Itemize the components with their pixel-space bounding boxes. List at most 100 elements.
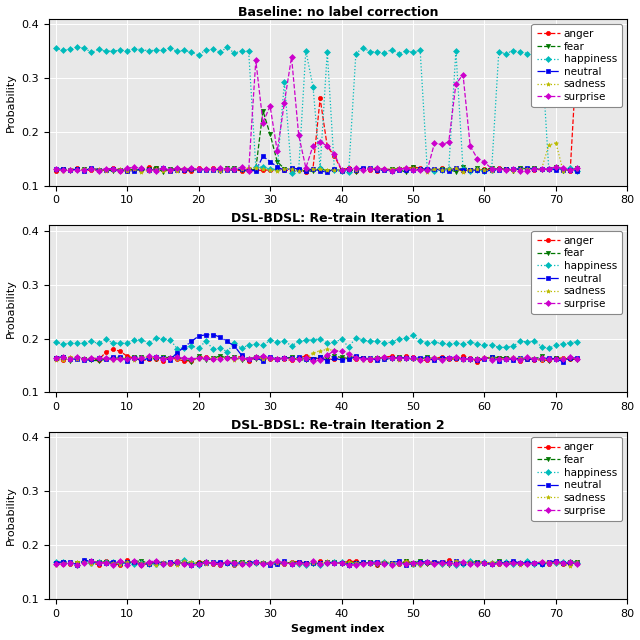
Line: fear: fear: [54, 109, 579, 175]
surprise: [180, 560, 188, 568]
surprise: [359, 560, 367, 568]
surprise: [331, 347, 339, 355]
surprise: [138, 561, 145, 569]
sadness: [223, 558, 231, 566]
sadness: [452, 557, 460, 564]
neutral: [345, 355, 353, 363]
fear: [52, 355, 60, 362]
Line: happiness: happiness: [54, 45, 579, 175]
happiness: [230, 49, 238, 57]
sadness: [352, 354, 360, 362]
sadness: [52, 561, 60, 569]
fear: [223, 164, 231, 172]
X-axis label: Segment index: Segment index: [291, 625, 385, 634]
fear: [345, 355, 353, 362]
happiness: [159, 47, 167, 54]
neutral: [573, 354, 581, 362]
surprise: [230, 165, 238, 173]
anger: [531, 166, 538, 173]
Line: surprise: surprise: [54, 349, 579, 364]
neutral: [538, 560, 545, 568]
fear: [352, 353, 360, 361]
anger: [538, 356, 545, 364]
neutral: [188, 561, 195, 569]
neutral: [52, 355, 60, 362]
surprise: [159, 355, 167, 363]
fear: [352, 559, 360, 566]
neutral: [359, 164, 367, 172]
happiness: [573, 559, 581, 566]
surprise: [538, 166, 545, 173]
sadness: [345, 164, 353, 172]
happiness: [223, 348, 231, 355]
neutral: [159, 164, 167, 172]
Line: happiness: happiness: [54, 557, 579, 567]
anger: [230, 354, 238, 362]
Line: anger: anger: [54, 347, 579, 364]
anger: [166, 560, 174, 568]
surprise: [359, 355, 367, 363]
sadness: [573, 558, 581, 566]
fear: [166, 165, 174, 173]
sadness: [166, 560, 174, 568]
happiness: [538, 49, 545, 56]
happiness: [230, 339, 238, 347]
surprise: [116, 557, 124, 564]
surprise: [352, 164, 360, 172]
sadness: [359, 356, 367, 364]
sadness: [459, 168, 467, 176]
Line: neutral: neutral: [54, 558, 579, 567]
sadness: [159, 168, 167, 175]
anger: [352, 557, 360, 565]
Title: Baseline: no label correction: Baseline: no label correction: [237, 6, 438, 19]
fear: [159, 353, 167, 361]
anger: [223, 164, 231, 172]
anger: [302, 168, 310, 176]
sadness: [573, 355, 581, 363]
surprise: [288, 53, 296, 61]
anger: [109, 345, 116, 353]
anger: [159, 166, 167, 173]
surprise: [538, 558, 545, 566]
fear: [138, 557, 145, 564]
fear: [345, 559, 353, 567]
fear: [573, 558, 581, 566]
Line: sadness: sadness: [54, 348, 579, 362]
sadness: [531, 166, 538, 173]
sadness: [538, 356, 545, 364]
fear: [538, 352, 545, 360]
sadness: [552, 139, 560, 147]
anger: [223, 558, 231, 566]
neutral: [166, 558, 174, 566]
surprise: [352, 561, 360, 568]
surprise: [116, 167, 124, 175]
happiness: [352, 334, 360, 342]
surprise: [237, 560, 245, 568]
neutral: [352, 166, 360, 174]
Line: fear: fear: [54, 559, 579, 567]
surprise: [52, 354, 60, 362]
fear: [188, 358, 195, 365]
neutral: [559, 358, 567, 365]
Title: DSL-BDSL: Re-train Iteration 1: DSL-BDSL: Re-train Iteration 1: [231, 212, 445, 225]
Line: neutral: neutral: [54, 154, 579, 175]
fear: [259, 107, 267, 115]
happiness: [573, 168, 581, 175]
Line: neutral: neutral: [54, 332, 579, 364]
happiness: [409, 332, 417, 339]
fear: [166, 559, 174, 567]
happiness: [538, 343, 545, 351]
surprise: [166, 166, 174, 173]
surprise: [52, 165, 60, 173]
happiness: [237, 559, 245, 566]
anger: [345, 557, 353, 565]
Line: anger: anger: [54, 558, 579, 567]
neutral: [209, 331, 217, 339]
Title: DSL-BDSL: Re-train Iteration 2: DSL-BDSL: Re-train Iteration 2: [231, 419, 445, 432]
Legend: anger, fear, happiness, neutral, sadness, surprise: anger, fear, happiness, neutral, sadness…: [531, 230, 622, 314]
surprise: [52, 560, 60, 568]
happiness: [166, 559, 174, 567]
neutral: [531, 355, 538, 363]
anger: [345, 164, 353, 172]
anger: [352, 167, 360, 175]
